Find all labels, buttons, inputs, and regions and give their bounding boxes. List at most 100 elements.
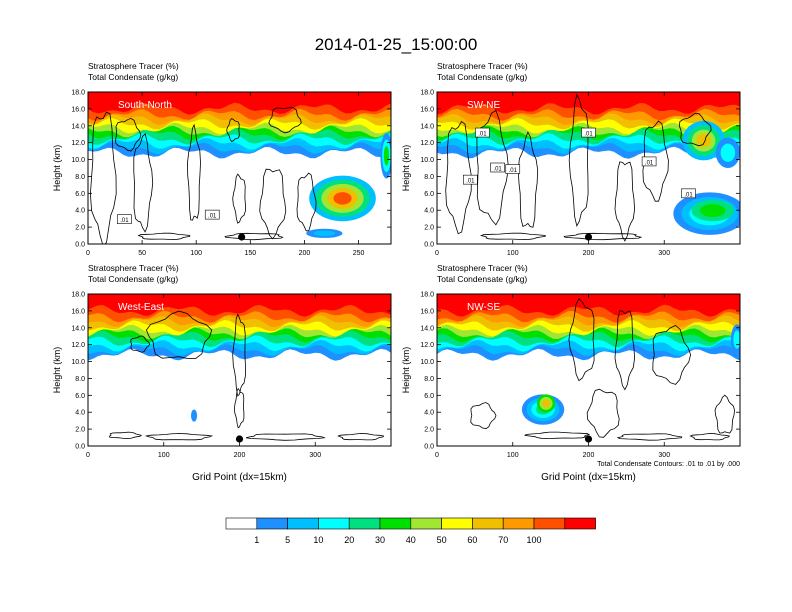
y-tick-label: 18.0	[71, 292, 85, 299]
y-tick-label: 10.0	[420, 359, 434, 366]
figure-title: 2014-01-25_15:00:00	[315, 35, 478, 54]
condensate-contour	[568, 298, 595, 382]
colorbar-swatch	[348, 517, 381, 530]
colorbar-label: 10	[313, 535, 323, 545]
plot-frame	[87, 91, 392, 245]
colorbar-label: 5	[285, 535, 290, 545]
condensate-contour	[89, 111, 117, 244]
panel-label: SW-NE	[467, 100, 500, 111]
y-tick-label: 6.0	[75, 191, 85, 198]
y-tick-label: 0.0	[75, 242, 85, 249]
y-tick-label: 6.0	[75, 393, 85, 400]
y-tick-label: 18.0	[420, 90, 434, 97]
x-tick-label: 300	[658, 452, 670, 459]
condensate-contour	[115, 117, 142, 152]
y-tick-label: 6.0	[424, 191, 434, 198]
x-tick-label: 300	[309, 452, 321, 459]
colorbar: 1 5 10 20 30 40 50 60 70 100	[225, 517, 596, 545]
colorbar-label: 60	[467, 535, 477, 545]
tracer-field: .01 .01 .01 .01 .01 .01 .01	[437, 92, 740, 244]
subtitle-tracer: Stratosphere Tracer (%)	[437, 61, 528, 71]
condensate-contour	[245, 433, 326, 441]
condensate-contour	[616, 433, 683, 441]
x-tick-label: 50	[138, 250, 146, 257]
contour-label: .01	[478, 132, 487, 138]
y-tick-label: 14.0	[71, 325, 85, 332]
condensate-contour	[479, 232, 546, 240]
contour-label: .01	[509, 168, 518, 174]
y-tick-label: 4.0	[75, 410, 85, 417]
tracer-intrusion	[313, 230, 336, 237]
colorbar-swatch	[564, 517, 596, 530]
condensate-contour	[476, 109, 509, 226]
panel-label: West-East	[118, 302, 164, 313]
y-axis-label: Height (km)	[52, 145, 62, 192]
colorbar-swatch	[287, 517, 319, 530]
y-axis-label: Height (km)	[52, 347, 62, 394]
tracer-band	[437, 92, 740, 115]
condensate-contour	[689, 433, 730, 441]
x-tick-label: 0	[86, 452, 90, 459]
colorbar-swatch	[379, 517, 412, 530]
tracer-intrusion	[700, 204, 726, 217]
contour-label: .01	[645, 160, 654, 166]
contour-label: .01	[120, 218, 129, 224]
y-tick-label: 4.0	[75, 208, 85, 215]
panel-2: .01 .01 .01 .01 .01 .01 .01 SW-NE Stratosphere T…	[401, 61, 741, 257]
x-tick-label: 200	[299, 250, 311, 257]
y-tick-label: 0.0	[424, 444, 434, 451]
condensate-contour	[470, 402, 497, 430]
tracer-band	[88, 294, 391, 317]
y-tick-label: 12.0	[420, 140, 434, 147]
colorbar-label: 20	[344, 535, 354, 545]
condensate-contour	[568, 93, 589, 228]
y-tick-label: 18.0	[420, 292, 434, 299]
tracer-intrusion	[696, 134, 711, 148]
y-tick-label: 14.0	[420, 123, 434, 130]
contour-note: Total Condensate Contours: .01 to .01 by…	[597, 461, 740, 468]
condensate-contour	[233, 387, 245, 429]
y-tick-label: 16.0	[71, 308, 85, 315]
subtitle-condensate: Total Condensate (g/kg)	[437, 72, 527, 82]
y-tick-label: 16.0	[420, 308, 434, 315]
location-marker	[235, 435, 244, 443]
tracer-band	[437, 294, 740, 317]
condensate-contour	[445, 121, 472, 235]
contour-label: .01	[684, 192, 693, 198]
x-tick-label: 0	[435, 452, 439, 459]
condensate-contour	[652, 325, 692, 385]
condensate-contour	[268, 107, 302, 134]
colorbar-swatch	[318, 517, 350, 530]
y-tick-label: 8.0	[424, 174, 434, 181]
x-tick-label: 100	[158, 452, 170, 459]
contour-label: .01	[208, 214, 217, 220]
colorbar-swatch	[533, 517, 566, 530]
tracer-intrusion	[333, 192, 352, 205]
tracer-intrusion	[191, 409, 198, 422]
tracer-field	[437, 294, 740, 446]
tracer-field	[88, 294, 391, 446]
y-tick-label: 16.0	[420, 106, 434, 113]
condensate-contour	[226, 118, 240, 142]
y-tick-label: 18.0	[71, 90, 85, 97]
y-tick-label: 8.0	[75, 174, 85, 181]
x-axis-label: Grid Point (dx=15km)	[192, 472, 287, 483]
colorbar-swatch	[225, 517, 258, 530]
y-tick-label: 2.0	[75, 225, 85, 232]
condensate-contour	[187, 123, 201, 221]
panel-label: NW-SE	[467, 302, 500, 313]
colorbar-swatch	[441, 517, 473, 530]
condensate-contour	[109, 431, 143, 440]
x-tick-label: 250	[353, 250, 365, 257]
subtitle-tracer: Stratosphere Tracer (%)	[88, 61, 179, 71]
x-axis-label: Grid Point (dx=15km)	[541, 472, 636, 483]
y-tick-label: 2.0	[424, 427, 434, 434]
y-tick-label: 12.0	[71, 342, 85, 349]
colorbar-swatch	[410, 517, 442, 530]
subtitle-condensate: Total Condensate (g/kg)	[437, 274, 527, 284]
y-tick-label: 10.0	[420, 157, 434, 164]
condensate-contour	[524, 431, 591, 439]
panel-1: .01 .01 South-North Stratosphere Tracer (%)…	[52, 61, 392, 257]
x-tick-label: 0	[86, 250, 90, 257]
